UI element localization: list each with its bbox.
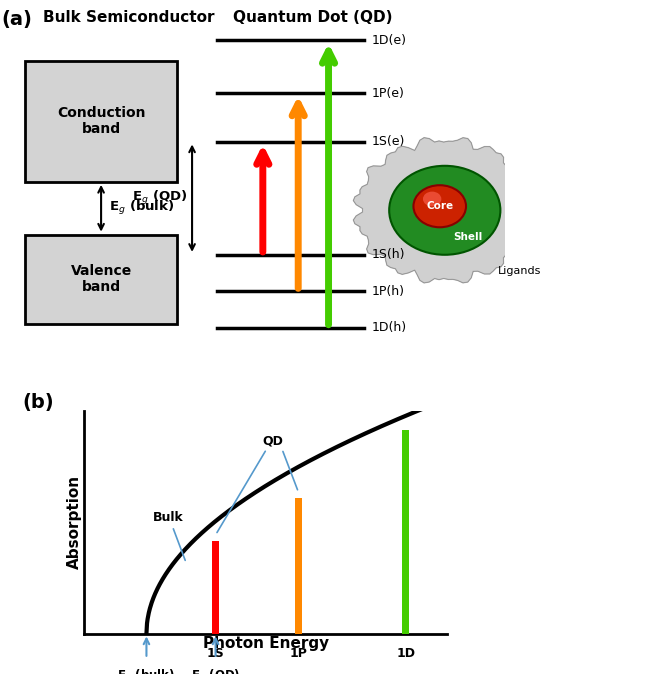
Text: 1S(h): 1S(h): [371, 248, 405, 262]
Text: E$_g$ (bulk): E$_g$ (bulk): [109, 200, 174, 217]
Text: (a): (a): [1, 10, 32, 29]
X-axis label: Photon Energy: Photon Energy: [203, 636, 329, 651]
Text: 1P(h): 1P(h): [371, 284, 404, 298]
Text: Bulk Semiconductor: Bulk Semiconductor: [43, 10, 214, 25]
Text: 1D(e): 1D(e): [371, 34, 406, 47]
Bar: [402, 431, 410, 634]
Bar: [25, 235, 177, 324]
Circle shape: [389, 166, 500, 255]
Text: 1P(e): 1P(e): [371, 86, 404, 100]
Y-axis label: Absorption: Absorption: [67, 475, 82, 570]
Text: E$_g$ (bulk): E$_g$ (bulk): [117, 669, 176, 674]
Text: Bulk: Bulk: [154, 512, 184, 524]
Text: Shell: Shell: [453, 232, 482, 241]
Text: QD: QD: [262, 434, 283, 447]
Text: Conduction
band: Conduction band: [57, 106, 145, 136]
Text: (b): (b): [23, 394, 54, 412]
Text: Core: Core: [426, 202, 454, 211]
Text: 1D(h): 1D(h): [371, 321, 407, 334]
Text: Ligands: Ligands: [498, 266, 541, 276]
Text: 1S: 1S: [207, 647, 224, 660]
Circle shape: [413, 185, 466, 227]
Circle shape: [423, 191, 441, 206]
Bar: [25, 61, 177, 182]
Bar: [295, 498, 303, 634]
Text: 1S(e): 1S(e): [371, 135, 405, 148]
Text: Quantum Dot (QD): Quantum Dot (QD): [233, 10, 392, 25]
Text: 1D: 1D: [396, 647, 415, 660]
Text: Valence
band: Valence band: [71, 264, 132, 294]
Text: E$_g$ (QD): E$_g$ (QD): [191, 669, 240, 674]
Text: E$_g$ (QD): E$_g$ (QD): [132, 189, 187, 207]
Text: 1P: 1P: [290, 647, 307, 660]
Bar: [212, 541, 220, 634]
Polygon shape: [353, 137, 536, 283]
